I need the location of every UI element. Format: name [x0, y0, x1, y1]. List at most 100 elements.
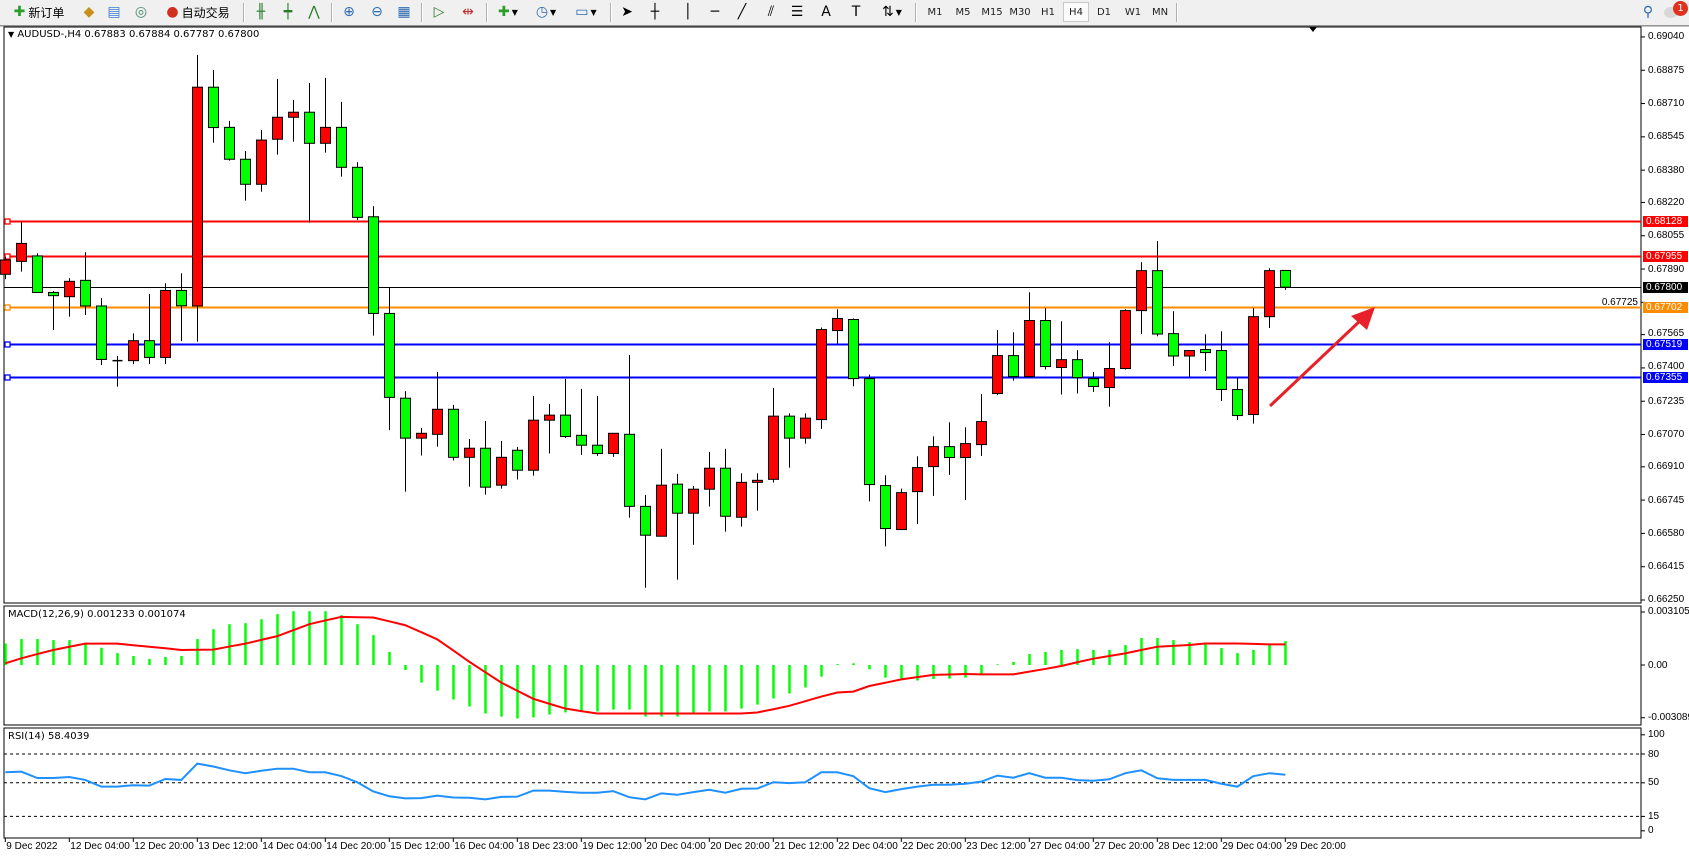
tile-windows-button[interactable]: ▦ [393, 2, 415, 22]
arrow-head-icon [1351, 307, 1375, 330]
candle-bearish [224, 126, 235, 160]
data-window-button[interactable]: ▤ [103, 2, 125, 22]
level-handle [4, 218, 11, 225]
candle-bearish [480, 447, 491, 488]
candle-bullish [896, 492, 907, 531]
candle-bearish [1232, 389, 1243, 417]
timeframe-h4[interactable]: H4 [1063, 2, 1089, 22]
price-level-tag: 0.67955 [1643, 251, 1688, 262]
fibonacci-icon: ☰ [790, 4, 804, 20]
candle-bullish [64, 280, 75, 298]
timeframe-mn[interactable]: MN [1151, 6, 1169, 18]
macd-axis-label: 0.003105 [1648, 606, 1689, 618]
candle-bearish [1200, 349, 1211, 354]
candle-bearish [176, 289, 187, 307]
candle-bearish [96, 305, 107, 360]
bar-chart-button[interactable]: ╫ [250, 2, 272, 22]
timeframe-m30[interactable]: M30 [1009, 6, 1031, 18]
candle-bullish [800, 417, 811, 439]
main-panel [3, 26, 1642, 604]
candle-bullish [1184, 350, 1195, 357]
time-axis-label: 20 Dec 04:00 [646, 841, 706, 852]
candle-bullish [832, 317, 843, 332]
price-axis-label: 0.68380 [1648, 164, 1685, 176]
rsi-axis-label: 15 [1648, 810, 1660, 822]
new-order-button[interactable]: ✚ 新订单 [4, 2, 74, 22]
notification-badge[interactable]: 1 [1673, 1, 1688, 16]
time-axis-label: 12 Dec 20:00 [134, 841, 194, 852]
chart-shift-marker [1309, 27, 1317, 32]
crosshair-tool[interactable]: ┼ [644, 2, 666, 22]
candle-bullish [128, 340, 139, 362]
timeframe-d1[interactable]: D1 [1096, 6, 1112, 18]
auto-scroll-icon: ▷ [433, 4, 445, 20]
chart-shift-icon: ⇹ [462, 4, 474, 20]
candle-bullish [752, 479, 763, 483]
price-axis-label: 0.67235 [1648, 395, 1685, 407]
price-axis-label: 0.67565 [1648, 327, 1685, 339]
fibonacci-tool[interactable]: ☰ [786, 2, 808, 22]
templates-dropdown[interactable]: ▭ ▼ [570, 2, 602, 22]
candlestick-button[interactable]: ┿ [277, 2, 299, 22]
navigator-button[interactable]: ◎ [130, 2, 152, 22]
auto-trade-label: 自动交易 [181, 5, 230, 20]
time-axis-label: 12 Dec 04:00 [70, 841, 130, 852]
time-axis-label: 14 Dec 04:00 [262, 841, 322, 852]
time-axis-label: 18 Dec 23:00 [518, 841, 578, 852]
market-watch-button[interactable]: ◆ [78, 2, 100, 22]
candle-bullish [912, 467, 923, 493]
timeframe-w1[interactable]: W1 [1124, 6, 1142, 18]
level-handle [4, 253, 11, 260]
candle-bullish [272, 116, 283, 140]
periods-dropdown[interactable]: ◷ ▼ [530, 2, 562, 22]
chart-shift-button[interactable]: ⇹ [457, 2, 479, 22]
candle-bearish [1280, 269, 1291, 288]
candle-bullish [432, 408, 443, 435]
trendline-tool[interactable]: ╱ [731, 2, 753, 22]
price-axis-label: 0.68055 [1648, 230, 1685, 242]
channel-icon: ⫽ [767, 4, 775, 20]
candle-bearish [352, 166, 363, 218]
timeframe-m1[interactable]: M1 [927, 6, 943, 18]
zoom-out-button[interactable]: ⊖ [366, 2, 388, 22]
price-axis-label: 0.68220 [1648, 196, 1685, 208]
price-axis-label: 0.69040 [1648, 31, 1685, 43]
price-axis-label: 0.68875 [1648, 64, 1685, 76]
time-axis-label: 19 Dec 12:00 [582, 841, 642, 852]
candle-bullish [256, 139, 267, 185]
candle-bullish [736, 481, 747, 518]
chat-bubble-icon[interactable] [1664, 7, 1678, 18]
time-axis-label: 9 Dec 2022 [6, 841, 58, 852]
search-button[interactable]: ⚲ [1638, 2, 1658, 22]
candle-bullish [1248, 316, 1259, 416]
time-axis-label: 27 Dec 04:00 [1030, 841, 1090, 852]
line-chart-icon: ⋀ [308, 4, 320, 20]
zoom-in-button[interactable]: ⊕ [338, 2, 360, 22]
timeframe-m5[interactable]: M5 [955, 6, 971, 18]
level-handle [4, 304, 11, 311]
cursor-tool[interactable]: ➤ [616, 2, 638, 22]
auto-trade-button[interactable]: ● 自动交易 [158, 2, 238, 22]
collapse-triangle-icon[interactable]: ▼ [8, 30, 15, 39]
timeframe-m15[interactable]: M15 [981, 6, 1003, 18]
text-label-tool[interactable]: T [845, 2, 867, 22]
candle-bearish [32, 255, 43, 293]
bar-chart-icon: ╫ [256, 4, 266, 20]
text-tool[interactable]: A [815, 2, 837, 22]
line-chart-button[interactable]: ⋀ [303, 2, 325, 22]
search-icon: ⚲ [1642, 4, 1654, 20]
timeframe-h1[interactable]: H1 [1041, 6, 1055, 18]
vertical-line-tool[interactable]: │ [677, 2, 699, 22]
time-axis-label: 16 Dec 04:00 [454, 841, 514, 852]
price-level-tag: 0.67702 [1643, 302, 1688, 313]
auto-scroll-button[interactable]: ▷ [428, 2, 450, 22]
rsi-axis-label: 50 [1648, 777, 1660, 789]
candle-bearish [784, 415, 795, 439]
shapes-dropdown[interactable]: ⇅ ▼ [874, 2, 910, 22]
candle-bullish [768, 415, 779, 480]
chevron-down-icon: ▼ [590, 7, 597, 17]
horizontal-line-tool[interactable]: ─ [704, 2, 726, 22]
equidistant-channel-tool[interactable]: ⫽ [760, 2, 782, 22]
indicators-dropdown[interactable]: ✚ ▼ [492, 2, 524, 22]
